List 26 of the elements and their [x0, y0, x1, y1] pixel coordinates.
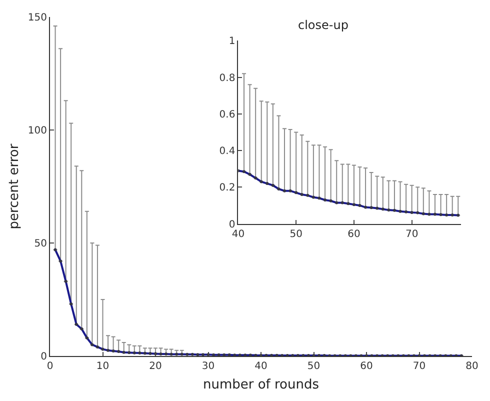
- x-tick-label: 80: [466, 361, 478, 372]
- line-series: [238, 169, 460, 217]
- y-tick-label: 0.4: [219, 146, 236, 158]
- y-tick-label: 0.8: [219, 72, 236, 84]
- x-tick-label: 40: [232, 228, 245, 240]
- chart-title: close-up: [298, 18, 348, 32]
- x-tick-label: 40: [254, 361, 268, 372]
- x-tick-label: 70: [405, 228, 418, 240]
- x-tick-label: 30: [202, 361, 215, 372]
- x-tick-label: 70: [412, 361, 426, 372]
- y-tick-label: 0: [228, 219, 236, 230]
- y-tick-label: 0.6: [219, 109, 236, 120]
- y-tick-label: 150: [28, 12, 47, 24]
- x-tick-label: 20: [149, 361, 162, 372]
- x-tick-label: 60: [348, 228, 360, 240]
- y-tick-label: 100: [28, 126, 47, 136]
- x-axis-title: number of rounds: [202, 378, 320, 393]
- x-tick-label: 60: [360, 361, 373, 372]
- y-tick-label: 0: [40, 352, 47, 362]
- y-tick-label: 1: [228, 36, 236, 48]
- y-axis-title: percent error: [6, 143, 22, 230]
- x-tick-label: 50: [290, 228, 302, 240]
- y-tick-label: 50: [34, 238, 47, 250]
- x-tick-label: 10: [96, 361, 110, 372]
- y-tick-label: 0.2: [219, 182, 236, 194]
- x-tick-label: 50: [307, 361, 320, 372]
